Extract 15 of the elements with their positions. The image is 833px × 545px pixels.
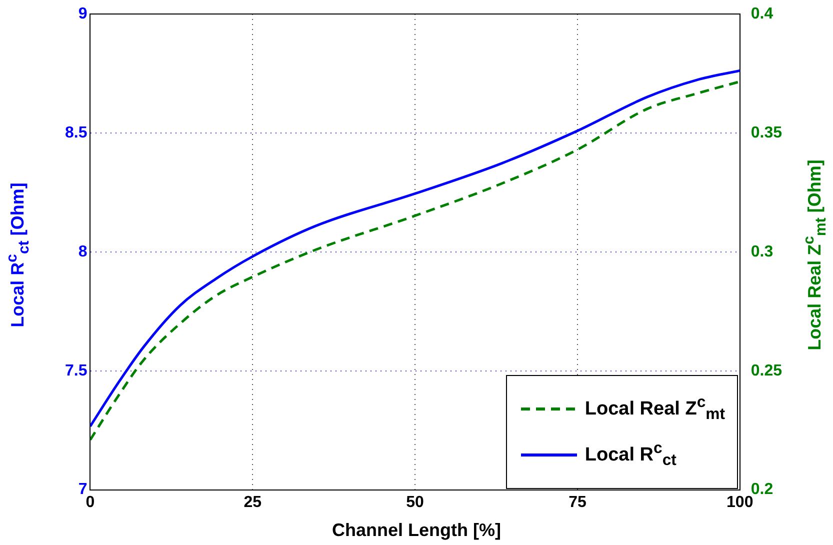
x-axis-title: Channel Length [%] (331, 520, 502, 541)
y-tick-label: 7 (78, 481, 88, 498)
y-tick-label: 8 (78, 243, 88, 260)
x-tick-label: 75 (568, 494, 586, 511)
y2-tick-label: 0.35 (750, 124, 782, 142)
y-tick-label: 8.5 (64, 124, 88, 142)
y2-tick-label: 0.4 (750, 5, 774, 22)
y2-tick-label: 0.25 (750, 362, 782, 380)
y2-tick-label: 0.3 (750, 243, 774, 260)
x-tick-label: 100 (726, 494, 754, 511)
x-tick-label: 25 (244, 494, 262, 511)
y-tick-label: 7.5 (64, 362, 88, 380)
y-tick-label: 9 (78, 5, 88, 22)
x-tick-label: 50 (406, 494, 424, 511)
x-tick-label: 0 (86, 494, 95, 511)
